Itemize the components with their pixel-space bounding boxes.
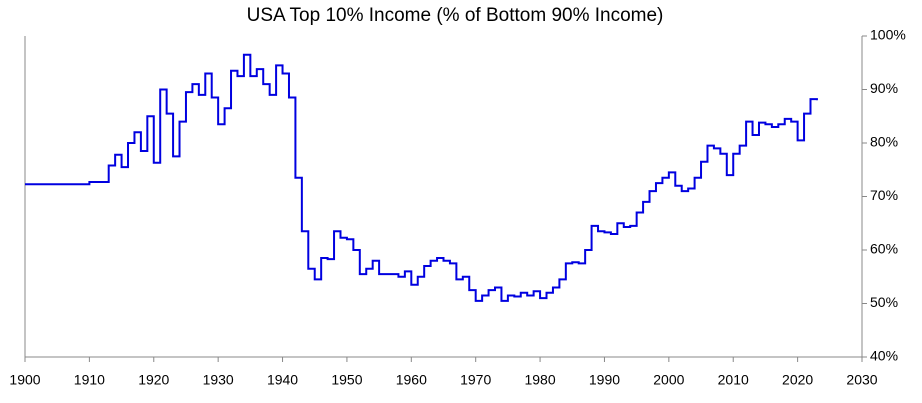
- x-tick-label: 1900: [9, 372, 40, 388]
- y-tick-label: 70%: [870, 187, 898, 203]
- chart-title: USA Top 10% Income (% of Bottom 90% Inco…: [247, 5, 664, 26]
- x-tick-label: 1940: [267, 372, 298, 388]
- x-tick-label: 2030: [846, 372, 877, 388]
- y-tick-label: 100%: [870, 27, 906, 43]
- x-tick-label: 1980: [524, 372, 555, 388]
- x-tick-label: 1910: [74, 372, 105, 388]
- x-tick-label: 1970: [460, 372, 491, 388]
- x-tick-label: 2010: [718, 372, 749, 388]
- y-tick-label: 50%: [870, 294, 898, 310]
- y-tick-label: 60%: [870, 241, 898, 257]
- y-tick-label: 80%: [870, 134, 898, 150]
- x-tick-label: 1930: [203, 372, 234, 388]
- x-tick-label: 1950: [331, 372, 362, 388]
- x-tick-label: 1920: [138, 372, 169, 388]
- y-tick-label: 90%: [870, 80, 898, 96]
- x-tick-label: 1960: [396, 372, 427, 388]
- x-tick-label: 2000: [653, 372, 684, 388]
- x-tick-label: 1990: [589, 372, 620, 388]
- y-tick-label: 40%: [870, 348, 898, 364]
- x-tick-label: 2020: [782, 372, 813, 388]
- data-line: [25, 53, 818, 302]
